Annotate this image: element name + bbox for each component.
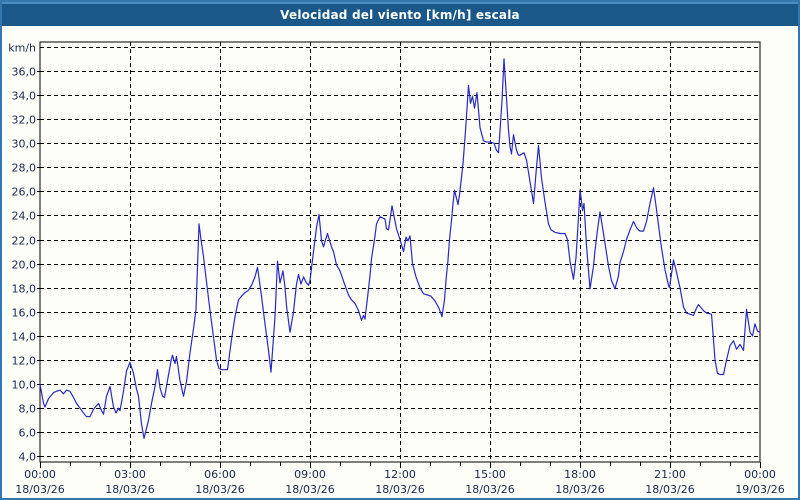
x-tick-date-label: 19/03/26 [735,483,784,496]
axis-ticks [37,71,761,468]
y-tick-label: 30,0 [12,138,37,151]
x-tick-time-label: 18:00 [564,468,596,481]
y-tick-label: 34,0 [12,90,37,103]
x-tick-time-label: 21:00 [654,468,686,481]
wind-speed-chart: 4,0 6,0 8,0 10,0 12,0 14,0 16,0 18,0 20,0 22,0 24,… [8,41,785,497]
x-tick-time-label: 12:00 [384,468,416,481]
x-tick-date-label: 18/03/26 [105,483,154,496]
x-tick-date-label: 18/03/26 [15,483,64,496]
grid-layer [40,42,760,462]
x-tick-date-label: 18/03/26 [195,483,244,496]
x-tick-time-label: 06:00 [204,468,236,481]
y-tick-label: 28,0 [12,162,37,175]
x-tick-date-label: 18/03/26 [465,483,514,496]
x-tick-time-label: 00:00 [744,468,776,481]
y-tick-label: 20,0 [12,259,37,272]
x-tick-date-label: 18/03/26 [375,483,424,496]
y-tick-label: 8,0 [19,403,37,416]
axis-labels: 4,0 6,0 8,0 10,0 12,0 14,0 16,0 18,0 20,0 22,0 24,… [8,42,784,497]
x-tick-time-label: 15:00 [474,468,506,481]
x-tick-time-label: 09:00 [294,468,326,481]
y-tick-label: 10,0 [12,379,37,392]
y-tick-label: 14,0 [12,331,37,344]
window-title: Velocidad del viento [km/h] escala [280,8,520,22]
y-tick-label: 26,0 [12,186,37,199]
window-titlebar[interactable]: Velocidad del viento [km/h] escala [2,2,798,26]
y-tick-label: 22,0 [12,235,37,248]
y-tick-label: 12,0 [12,355,37,368]
y-tick-label: 4,0 [19,451,37,464]
x-tick-date-label: 18/03/26 [555,483,604,496]
wind-speed-series-line [39,58,761,439]
x-tick-date-label: 18/03/26 [285,483,334,496]
y-tick-label: 16,0 [12,307,37,320]
x-tick-date-label: 18/03/26 [645,483,694,496]
y-tick-label: 18,0 [12,283,37,296]
y-tick-label: 32,0 [12,114,37,127]
y-tick-label: 36,0 [12,66,37,79]
y-axis-unit-label: km/h [8,42,36,55]
x-tick-time-label: 03:00 [114,468,146,481]
y-tick-label: 6,0 [19,427,37,440]
y-tick-label: 24,0 [12,210,37,223]
x-tick-time-label: 00:00 [24,468,56,481]
chart-content-area: 4,0 6,0 8,0 10,0 12,0 14,0 16,0 18,0 20,0 22,0 24,… [2,26,798,498]
